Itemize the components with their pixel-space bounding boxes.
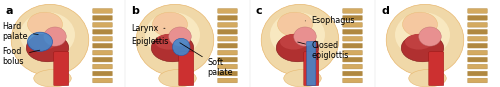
FancyBboxPatch shape xyxy=(468,36,487,41)
Text: Hard
palate: Hard palate xyxy=(2,22,38,41)
FancyBboxPatch shape xyxy=(343,36,362,41)
FancyBboxPatch shape xyxy=(218,9,237,13)
Ellipse shape xyxy=(34,70,72,87)
Ellipse shape xyxy=(294,27,316,46)
FancyBboxPatch shape xyxy=(468,64,487,69)
FancyBboxPatch shape xyxy=(218,36,237,41)
FancyBboxPatch shape xyxy=(93,64,112,69)
FancyBboxPatch shape xyxy=(468,43,487,48)
Ellipse shape xyxy=(284,70,321,87)
FancyBboxPatch shape xyxy=(343,16,362,20)
FancyBboxPatch shape xyxy=(218,64,237,69)
FancyBboxPatch shape xyxy=(343,50,362,55)
FancyBboxPatch shape xyxy=(218,57,237,62)
FancyBboxPatch shape xyxy=(343,23,362,27)
Ellipse shape xyxy=(278,12,312,37)
Text: Esophagus: Esophagus xyxy=(306,16,354,25)
FancyBboxPatch shape xyxy=(93,57,112,62)
Text: Larynx: Larynx xyxy=(131,24,165,33)
FancyBboxPatch shape xyxy=(343,9,362,13)
Ellipse shape xyxy=(280,34,307,50)
FancyBboxPatch shape xyxy=(54,52,69,86)
FancyBboxPatch shape xyxy=(306,41,316,86)
FancyBboxPatch shape xyxy=(343,71,362,76)
FancyBboxPatch shape xyxy=(93,71,112,76)
FancyBboxPatch shape xyxy=(468,29,487,34)
FancyBboxPatch shape xyxy=(468,9,487,13)
Ellipse shape xyxy=(136,4,214,76)
FancyBboxPatch shape xyxy=(468,71,487,76)
FancyBboxPatch shape xyxy=(343,29,362,34)
FancyBboxPatch shape xyxy=(343,78,362,83)
FancyBboxPatch shape xyxy=(93,9,112,13)
FancyBboxPatch shape xyxy=(468,57,487,62)
Ellipse shape xyxy=(261,4,339,76)
Text: Soft
palate: Soft palate xyxy=(180,43,233,77)
FancyBboxPatch shape xyxy=(93,43,112,48)
Text: Food
bolus: Food bolus xyxy=(2,47,40,66)
FancyBboxPatch shape xyxy=(93,23,112,27)
FancyBboxPatch shape xyxy=(468,50,487,55)
FancyBboxPatch shape xyxy=(218,78,237,83)
Ellipse shape xyxy=(155,34,182,50)
Ellipse shape xyxy=(409,70,447,87)
FancyBboxPatch shape xyxy=(218,23,237,27)
Ellipse shape xyxy=(405,34,432,50)
FancyBboxPatch shape xyxy=(218,71,237,76)
Ellipse shape xyxy=(151,34,194,62)
Ellipse shape xyxy=(145,12,200,57)
FancyBboxPatch shape xyxy=(468,23,487,27)
Ellipse shape xyxy=(386,4,464,76)
Text: d: d xyxy=(381,6,389,16)
FancyBboxPatch shape xyxy=(343,64,362,69)
Text: c: c xyxy=(256,6,262,16)
FancyBboxPatch shape xyxy=(428,52,444,86)
Ellipse shape xyxy=(402,12,438,37)
FancyBboxPatch shape xyxy=(218,43,237,48)
FancyBboxPatch shape xyxy=(468,16,487,20)
Ellipse shape xyxy=(159,70,196,87)
Ellipse shape xyxy=(28,32,52,51)
Ellipse shape xyxy=(270,12,325,57)
FancyBboxPatch shape xyxy=(343,57,362,62)
Ellipse shape xyxy=(152,12,188,37)
Ellipse shape xyxy=(26,34,69,62)
Ellipse shape xyxy=(401,34,444,62)
Ellipse shape xyxy=(44,27,66,46)
Ellipse shape xyxy=(30,34,58,50)
Text: Closed
epiglottis: Closed epiglottis xyxy=(298,41,348,60)
FancyBboxPatch shape xyxy=(93,50,112,55)
FancyBboxPatch shape xyxy=(179,52,194,86)
Text: Epiglottis: Epiglottis xyxy=(131,37,168,46)
FancyBboxPatch shape xyxy=(218,16,237,20)
Ellipse shape xyxy=(20,12,75,57)
FancyBboxPatch shape xyxy=(93,16,112,20)
FancyBboxPatch shape xyxy=(93,36,112,41)
Ellipse shape xyxy=(172,38,190,56)
Ellipse shape xyxy=(28,12,62,37)
FancyBboxPatch shape xyxy=(218,50,237,55)
Ellipse shape xyxy=(11,4,89,76)
Ellipse shape xyxy=(169,27,191,46)
Text: b: b xyxy=(131,6,139,16)
Ellipse shape xyxy=(395,12,450,57)
FancyBboxPatch shape xyxy=(218,29,237,34)
FancyBboxPatch shape xyxy=(304,52,319,86)
Text: a: a xyxy=(6,6,14,16)
Ellipse shape xyxy=(419,27,442,46)
Ellipse shape xyxy=(276,34,319,62)
FancyBboxPatch shape xyxy=(93,78,112,83)
FancyBboxPatch shape xyxy=(468,78,487,83)
FancyBboxPatch shape xyxy=(93,29,112,34)
FancyBboxPatch shape xyxy=(343,43,362,48)
